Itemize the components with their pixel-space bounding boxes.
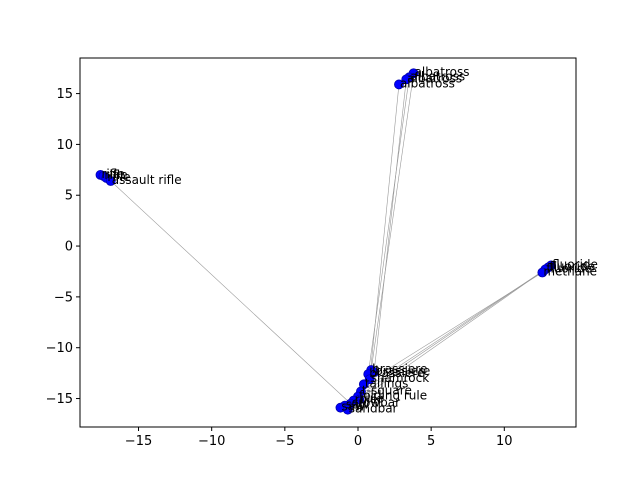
x-tick-label: −5 <box>275 434 294 449</box>
point-label: albatross <box>400 76 455 90</box>
point-label: assault rifle <box>112 173 182 187</box>
point-label: saw <box>346 398 370 412</box>
y-tick-label: 15 <box>56 87 73 102</box>
x-axis: −15 −10 −5 0 5 10 <box>125 427 513 449</box>
point-label: t-square <box>362 383 412 397</box>
x-tick-label: 0 <box>354 434 362 449</box>
point-label: albatross <box>415 65 470 79</box>
point-label: rifle <box>101 167 124 181</box>
point-label: albatross <box>410 69 465 83</box>
data-point <box>342 404 353 415</box>
point-labels: albatrossalbatrossalbatrossalbatrossrifl… <box>101 65 597 415</box>
data-point <box>537 267 548 278</box>
point-label: rifle <box>107 170 130 184</box>
connection-line <box>369 84 400 380</box>
y-tick-label: −10 <box>46 341 73 356</box>
connection-line <box>110 180 351 404</box>
point-label: crowbar <box>352 396 400 410</box>
point-label: ruler <box>355 393 383 407</box>
plot-area: albatrossalbatrossalbatrossalbatrossrifl… <box>79 57 598 428</box>
x-tick-label: −10 <box>198 434 225 449</box>
connection-lines <box>110 73 552 404</box>
point-label: fluoride <box>549 259 595 273</box>
point-label: sandbar <box>349 402 398 416</box>
connection-line <box>370 73 414 371</box>
data-point <box>105 176 116 186</box>
point-label: methane <box>543 264 597 278</box>
y-tick-label: 5 <box>65 189 73 204</box>
y-tick-label: −15 <box>46 392 73 407</box>
connection-line <box>359 267 549 400</box>
connection-line <box>357 265 552 397</box>
axes-frame <box>79 57 577 428</box>
data-point <box>401 74 412 85</box>
point-label: brassiere <box>375 364 430 378</box>
point-label: saw <box>341 400 365 414</box>
point-label: shamrock <box>371 371 430 385</box>
point-label: brassiere <box>372 362 427 376</box>
axes-background <box>80 58 576 427</box>
point-label: rule <box>360 392 383 406</box>
point-label: folding rule <box>359 389 427 403</box>
point-label: tailings <box>365 376 409 390</box>
point-label: albatross <box>407 71 462 85</box>
point-label: rifle <box>104 168 127 182</box>
point-label: brassiere <box>369 366 424 380</box>
x-tick-label: 5 <box>427 434 435 449</box>
connection-line <box>373 79 407 373</box>
data-point <box>394 79 404 90</box>
y-tick-label: 0 <box>65 240 73 255</box>
data-points <box>95 68 557 415</box>
point-label: fluoride <box>552 257 598 271</box>
connection-line <box>360 269 546 392</box>
y-tick-label: 10 <box>56 138 73 153</box>
x-tick-label: 10 <box>496 434 513 449</box>
x-tick-label: −15 <box>125 434 152 449</box>
point-label: fluoride <box>546 261 592 275</box>
y-tick-label: −5 <box>54 290 73 305</box>
y-axis: −15 −10 −5 0 5 10 15 <box>46 87 80 407</box>
